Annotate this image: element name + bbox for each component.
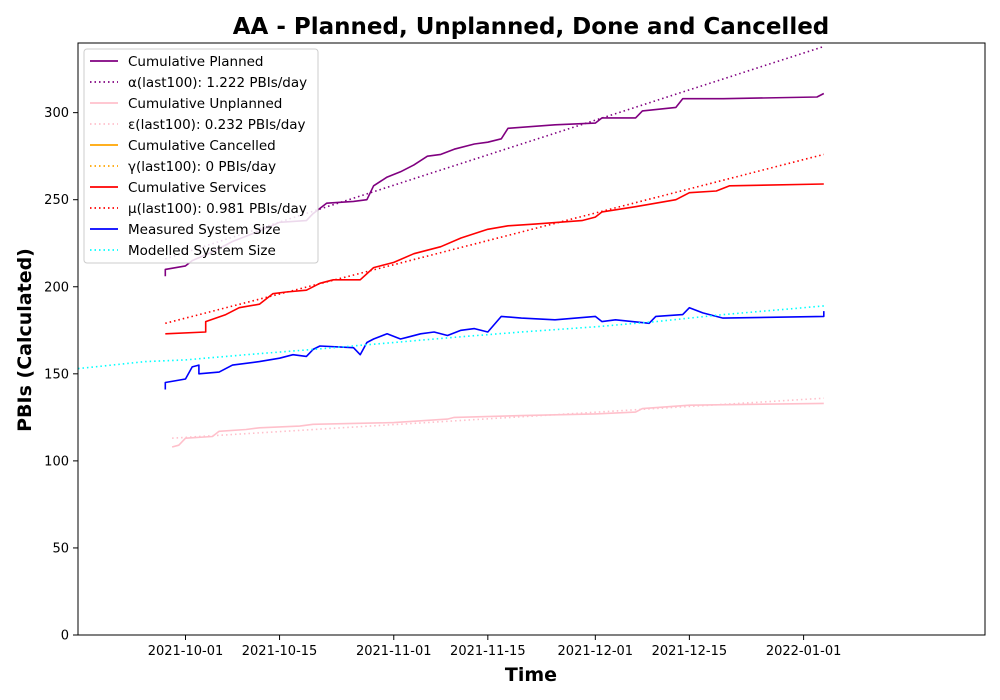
legend-label-9: Modelled System Size — [128, 243, 276, 259]
legend-label-2: Cumulative Unplanned — [128, 96, 282, 112]
series-line-8 — [164, 306, 825, 390]
legend-label-6: Cumulative Services — [128, 180, 266, 196]
legend: Cumulative Planned α(last100): 1.222 PBIs… — [83, 48, 319, 264]
y-tick-label: 150 — [44, 367, 69, 382]
y-tick-label: 0 — [61, 629, 69, 644]
series-line-1 — [165, 45, 825, 260]
legend-label-8: Measured System Size — [128, 222, 281, 238]
x-tick-label: 2021-12-01 — [558, 644, 634, 659]
x-tick-label: 2021-10-15 — [242, 644, 318, 659]
x-tick-label: 2021-11-15 — [450, 644, 526, 659]
y-tick-label: 50 — [52, 541, 69, 556]
series-line-9 — [77, 305, 824, 370]
series-line-7 — [165, 153, 824, 325]
legend-label-4: Cumulative Cancelled — [128, 138, 276, 154]
x-tick-label: 2021-11-01 — [356, 644, 432, 659]
series-line-2 — [171, 402, 824, 448]
legend-label-5: γ(last100): 0 PBIs/day — [128, 159, 276, 175]
legend-box — [83, 48, 319, 264]
series-line-6 — [165, 183, 824, 335]
y-axis-label: PBIs (Calculated) — [14, 248, 36, 432]
x-tick-label: 2021-12-15 — [652, 644, 728, 659]
ticks-layer: 2021-10-01 2021-10-15 2021-11-01 2021-11-15… — [44, 106, 841, 659]
x-tick-label: 2021-10-01 — [148, 644, 224, 659]
legend-label-3: ε(last100): 0.232 PBIs/day — [128, 117, 306, 133]
legend-label-1: α(last100): 1.222 PBIs/day — [128, 75, 307, 91]
chart-title: AA - Planned, Unplanned, Done and Cancel… — [233, 14, 830, 40]
series-layer — [77, 45, 825, 448]
legend-label-7: μ(last100): 0.981 PBIs/day — [128, 201, 307, 217]
x-tick-label: 2022-01-01 — [766, 644, 842, 659]
legend-label-0: Cumulative Planned — [128, 54, 264, 70]
y-tick-label: 200 — [44, 280, 69, 295]
y-tick-label: 100 — [44, 454, 69, 469]
series-line-3 — [172, 397, 824, 439]
plot-area — [77, 42, 986, 636]
y-tick-label: 250 — [44, 193, 69, 208]
x-axis-label: Time — [505, 664, 557, 686]
y-tick-label: 300 — [44, 106, 69, 121]
